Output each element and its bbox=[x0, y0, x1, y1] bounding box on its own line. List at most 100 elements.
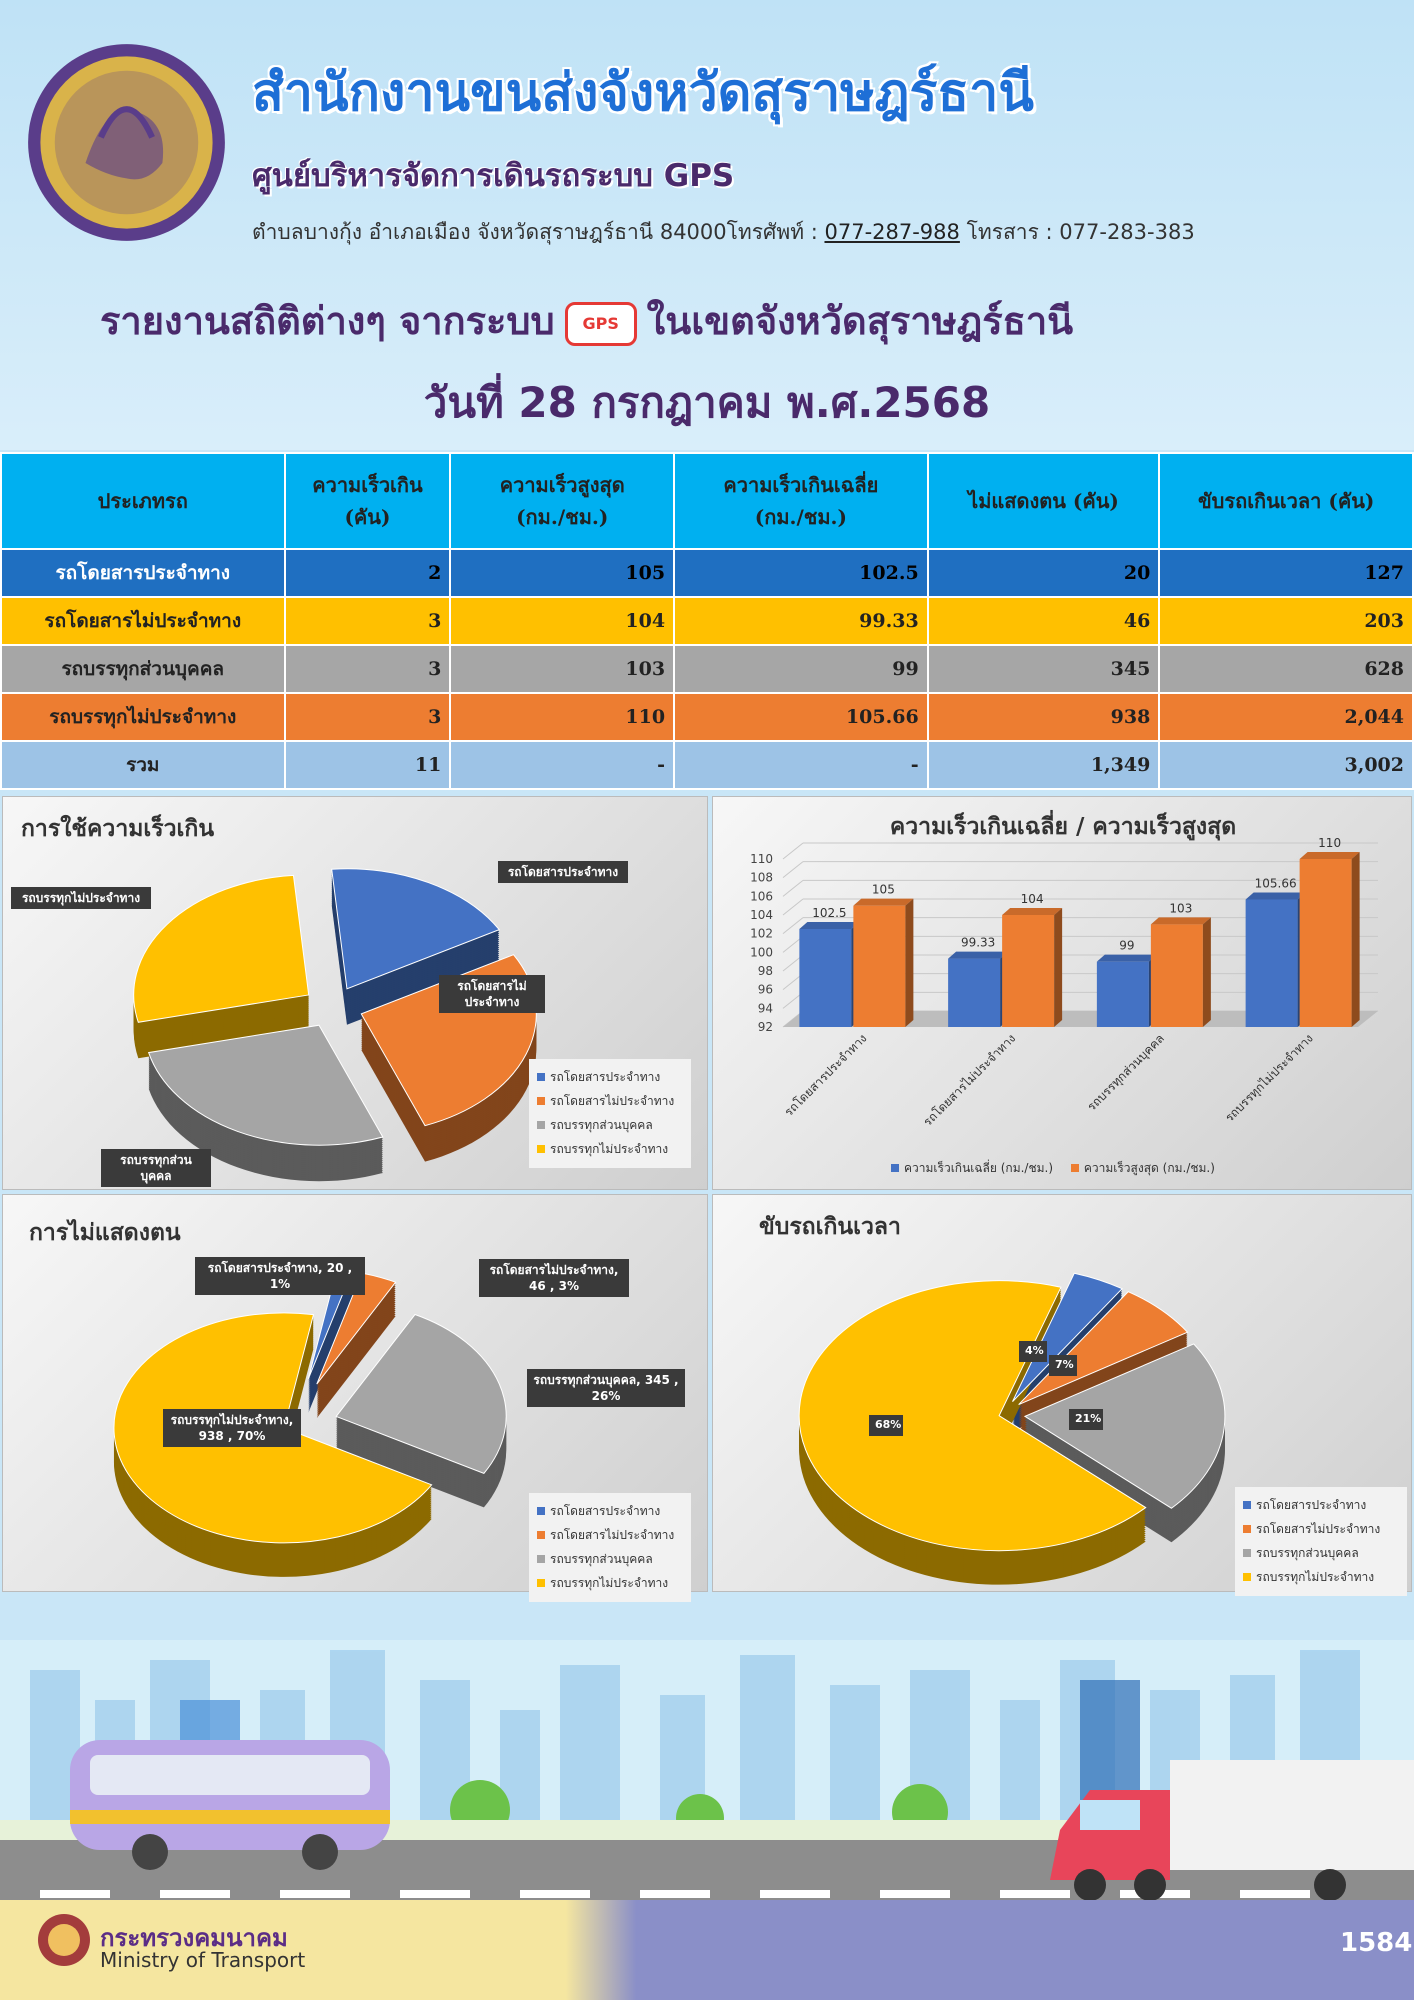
pie3-callout-1: รถโดยสารไม่ประจำทาง, 46 , 3% bbox=[479, 1259, 629, 1298]
pie3-slice-2 bbox=[335, 1313, 507, 1474]
legend-item: รถบรรทุกไม่ประจำทาง bbox=[1243, 1568, 1399, 1587]
table-cell: 345 bbox=[926, 644, 1161, 694]
table-cell: 46 bbox=[926, 596, 1161, 646]
table-header-cell: ประเภทรถ bbox=[0, 452, 286, 550]
table-cell: 3 bbox=[283, 644, 452, 694]
bar-s1-3 bbox=[1299, 859, 1352, 1027]
bar-s0-2 bbox=[1096, 961, 1149, 1027]
overtime-pie-title: ขับรถเกินเวลา bbox=[759, 1214, 901, 1240]
bar-top-s1-2 bbox=[1150, 917, 1211, 925]
table-cell: 3 bbox=[283, 692, 452, 742]
legend-item: รถบรรทุกส่วนบุคคล bbox=[537, 1550, 683, 1569]
table-cell: 628 bbox=[1158, 644, 1414, 694]
bar-top-s1-3 bbox=[1299, 852, 1360, 859]
gps-badge-text: GPS bbox=[582, 313, 619, 333]
table-row: รถโดยสารประจำทาง 2 105 102.5 20 127 bbox=[0, 548, 1414, 598]
truck-icon bbox=[1050, 1760, 1414, 1901]
pie1-slice-3 bbox=[133, 874, 310, 1023]
office-address: ตำบลบางกุ้ง อำเภอเมือง จังหวัดสุราษฎร์ธา… bbox=[252, 216, 1195, 249]
bar-data-label: 99 bbox=[1119, 939, 1134, 953]
pie1-slice-0 bbox=[331, 868, 501, 990]
ministry-name-en: Ministry of Transport bbox=[100, 1948, 306, 1972]
legend-item: รถโดยสารไม่ประจำทาง bbox=[537, 1092, 683, 1111]
bar-top-s0-2 bbox=[1096, 954, 1157, 962]
bar-top-s1-0 bbox=[853, 898, 914, 906]
table-cell: 203 bbox=[1158, 596, 1414, 646]
table-cell: 103 bbox=[449, 644, 676, 694]
report-heading: รายงานสถิติต่างๆ จากระบบ GPS ในเขตจังหวัดส… bbox=[100, 290, 1073, 351]
legend-item: รถบรรทุกไม่ประจำทาง bbox=[537, 1140, 683, 1159]
table-cell: รวม bbox=[0, 740, 286, 790]
legend-item: รถบรรทุกส่วนบุคคล bbox=[537, 1116, 683, 1135]
pie4-callout-2: 21% bbox=[1069, 1409, 1103, 1430]
pie1-callout-3: รถบรรทุกไม่ประจำทาง bbox=[11, 887, 151, 910]
ministry-logo bbox=[38, 1914, 90, 1966]
speed-bar-chart: 92 94 96 98 100 102 104 106 108 110 102.5 105 รถโดยส… bbox=[750, 836, 1378, 1129]
pie1-legend: รถโดยสารประจำทาง รถโดยสารไม่ประจำทาง รถบ… bbox=[529, 1059, 691, 1168]
table-header-cell: ความเร็วเกิน (คัน) bbox=[283, 452, 452, 550]
speeding-pie-panel: การใช้ความเร็วเกิน รถโดยสารประจำทาง รถโด… bbox=[2, 796, 708, 1190]
table-header-row: ประเภทรถ ความเร็วเกิน (คัน) ความเร็วสูงสุด(… bbox=[0, 452, 1414, 550]
call-center-number: 1584 bbox=[1340, 1928, 1413, 1958]
bar-s1-0 bbox=[853, 905, 906, 1027]
bar-xtick-label: รถโดยสารไม่ประจำทาง bbox=[921, 1031, 1019, 1129]
bar-ytick-label: 92 bbox=[758, 1020, 773, 1034]
unidentified-pie-title: การไม่แสดงตน bbox=[29, 1220, 181, 1246]
bar-xtick-label: รถโดยสารประจำทาง bbox=[782, 1031, 870, 1119]
table-body: รถโดยสารประจำทาง 2 105 102.5 20 127 รถโดยสารไม… bbox=[0, 548, 1414, 790]
bar-data-label: 104 bbox=[1021, 892, 1044, 906]
bar-top-s0-1 bbox=[948, 951, 1009, 959]
unidentified-pie-panel: การไม่แสดงตน รถโดยสารประจำทาง, 20 , 1% ร… bbox=[2, 1194, 708, 1602]
speed-bar-panel: ความเร็วเกินเฉลี่ย / ความเร็วสูงสุด 92 94… bbox=[712, 796, 1412, 1190]
legend-item: ความเร็วสูงสุด (กม./ชม.) bbox=[1070, 1161, 1215, 1175]
pie4-slice-3 bbox=[798, 1280, 1147, 1552]
bar-data-label: 102.5 bbox=[812, 906, 846, 920]
table-cell: 11 bbox=[283, 740, 452, 790]
bar-top-s1-1 bbox=[1002, 908, 1063, 915]
bar-xtick-label: รถบรรทุกส่วนบุคคล bbox=[1084, 1031, 1167, 1114]
pie4-callout-0: 4% bbox=[1019, 1341, 1047, 1362]
address-text: ตำบลบางกุ้ง อำเภอเมือง จังหวัดสุราษฎร์ธา… bbox=[252, 220, 825, 244]
phone-link[interactable]: 077-287-988 bbox=[824, 220, 960, 244]
bar-ytick-label: 104 bbox=[750, 908, 773, 922]
bar-ytick-label: 100 bbox=[750, 945, 773, 959]
pie4-slice-2 bbox=[1023, 1343, 1226, 1509]
department-seal-logo bbox=[28, 44, 225, 241]
ministry-footer bbox=[0, 1900, 1414, 2000]
table-row: รถบรรทุกไม่ประจำทาง 3 110 105.66 938 2,044 bbox=[0, 692, 1414, 742]
speed-bar-title: ความเร็วเกินเฉลี่ย / ความเร็วสูงสุด bbox=[889, 814, 1237, 840]
table-cell: 102.5 bbox=[673, 548, 929, 598]
pie4-callout-3: 68% bbox=[869, 1415, 903, 1436]
fax-text: โทรสาร : 077-283-383 bbox=[959, 220, 1195, 244]
bar-data-label: 99.33 bbox=[961, 936, 995, 950]
pie1-callout-0: รถโดยสารประจำทาง bbox=[498, 861, 628, 884]
bar-side-s1-0 bbox=[905, 898, 914, 1027]
pie3-callout-3: รถบรรทุกไม่ประจำทาง, 938 , 70% bbox=[163, 1409, 301, 1448]
bar-data-label: 105.66 bbox=[1255, 877, 1297, 891]
bar-s1-2 bbox=[1150, 924, 1203, 1027]
table-cell: รถโดยสารประจำทาง bbox=[0, 548, 286, 598]
table-cell: รถโดยสารไม่ประจำทาง bbox=[0, 596, 286, 646]
table-cell: 1,349 bbox=[926, 740, 1161, 790]
legend-item: รถโดยสารประจำทาง bbox=[537, 1068, 683, 1087]
table-cell: 105.66 bbox=[673, 692, 929, 742]
table-cell: - bbox=[449, 740, 676, 790]
bar-data-label: 110 bbox=[1318, 836, 1341, 850]
table-header-cell: ไม่แสดงตน (คัน) bbox=[926, 452, 1161, 550]
bar-s0-3 bbox=[1245, 899, 1298, 1027]
table-cell: 105 bbox=[449, 548, 676, 598]
header: สำนักงานขนส่งจังหวัดสุราษฎร์ธานี ศูนย์บร… bbox=[0, 0, 1414, 450]
pie1-callout-2: รถบรรทุกส่วนบุคคล bbox=[101, 1149, 211, 1188]
table-cell: 2 bbox=[283, 548, 452, 598]
bar-ytick-label: 102 bbox=[750, 927, 773, 941]
table-cell: 3,002 bbox=[1158, 740, 1414, 790]
table-cell: - bbox=[673, 740, 929, 790]
statistics-table: ประเภทรถ ความเร็วเกิน (คัน) ความเร็วสูงสุด(… bbox=[0, 452, 1414, 790]
table-row: รถบรรทุกส่วนบุคคล 3 103 99 345 628 bbox=[0, 644, 1414, 694]
bar-s0-1 bbox=[948, 958, 1001, 1027]
overtime-pie-chart bbox=[798, 1272, 1226, 1585]
report-heading-left: รายงานสถิติต่างๆ จากระบบ bbox=[100, 299, 555, 343]
overtime-pie-panel: ขับรถเกินเวลา 4% 7% 21% 68% รถโดยสารประจ… bbox=[712, 1194, 1412, 1596]
bar-data-label: 105 bbox=[872, 883, 895, 897]
table-cell: 3 bbox=[283, 596, 452, 646]
